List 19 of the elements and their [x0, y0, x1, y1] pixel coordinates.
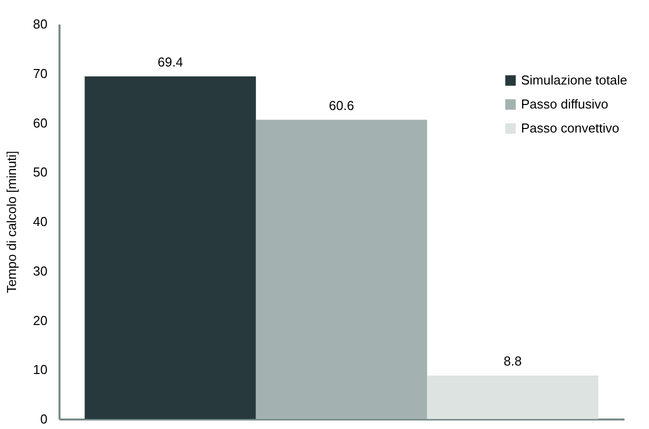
- legend-label: Simulazione totale: [521, 72, 628, 88]
- y-tick-label: 20: [33, 312, 48, 328]
- y-tick-label: 10: [33, 362, 48, 378]
- y-tick-label: 60: [33, 115, 48, 130]
- bar: [256, 120, 428, 419]
- bar: [84, 76, 256, 419]
- data-label: 8.8: [504, 354, 522, 369]
- legend-label: Passo convettivo: [521, 120, 620, 136]
- bar: [427, 376, 598, 419]
- y-tick-label: 0: [40, 412, 48, 426]
- data-label: 69.4: [158, 54, 183, 70]
- y-tick-label: 80: [33, 16, 48, 32]
- data-label: 60.6: [328, 98, 354, 113]
- y-tick-label: 70: [33, 66, 48, 81]
- y-axis-title: Tempo di calcolo [minuti]: [4, 150, 20, 294]
- y-tick-label: 40: [33, 214, 48, 229]
- y-tick-label: 30: [33, 263, 48, 278]
- y-tick-label: 50: [33, 164, 48, 180]
- legend-label: Passo diffusivo: [521, 96, 608, 112]
